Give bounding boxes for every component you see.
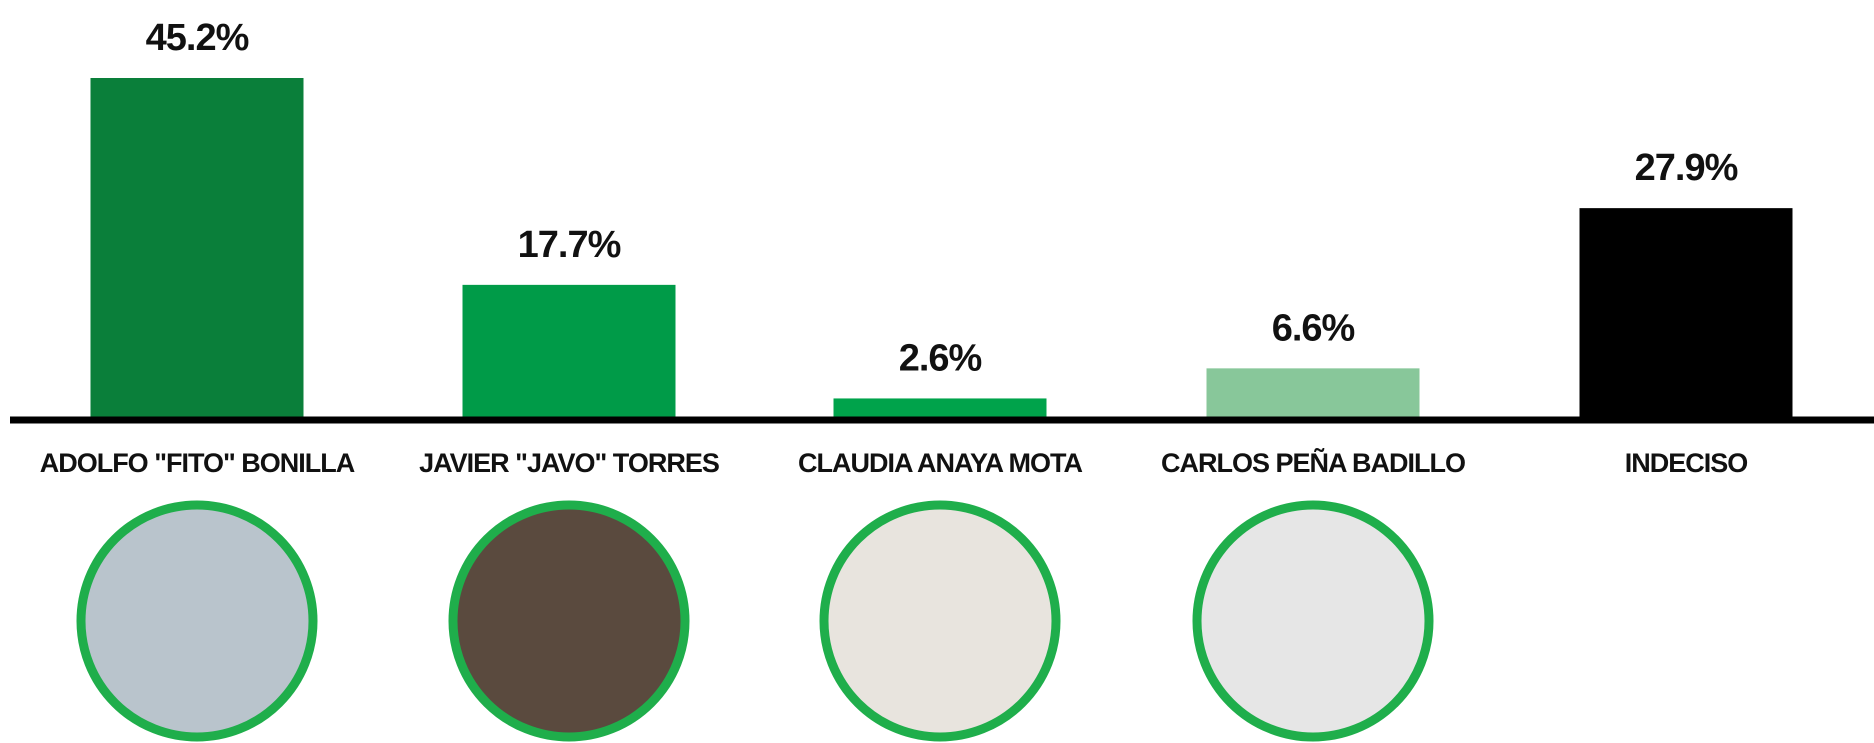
category-label: CARLOS PEÑA BADILLO xyxy=(1161,447,1465,478)
value-label: 17.7% xyxy=(518,224,621,266)
bar xyxy=(1579,208,1793,418)
photo xyxy=(448,500,690,742)
photo xyxy=(819,500,1061,742)
value-label: 6.6% xyxy=(1272,307,1355,349)
bar xyxy=(833,398,1047,418)
photo xyxy=(76,500,318,742)
category-label: ADOLFO "FITO" BONILLA xyxy=(40,448,355,478)
bar xyxy=(462,284,676,418)
value-label: 27.9% xyxy=(1635,147,1738,189)
bar xyxy=(1206,368,1420,418)
category-label: INDECISO xyxy=(1625,448,1748,478)
value-label: 2.6% xyxy=(899,337,982,379)
photo xyxy=(1192,500,1434,742)
photos xyxy=(76,500,1434,742)
bar xyxy=(90,78,304,418)
category-label: CLAUDIA ANAYA MOTA xyxy=(798,448,1083,478)
category-label: JAVIER "JAVO" TORRES xyxy=(419,448,719,478)
value-label: 45.2% xyxy=(146,17,249,59)
